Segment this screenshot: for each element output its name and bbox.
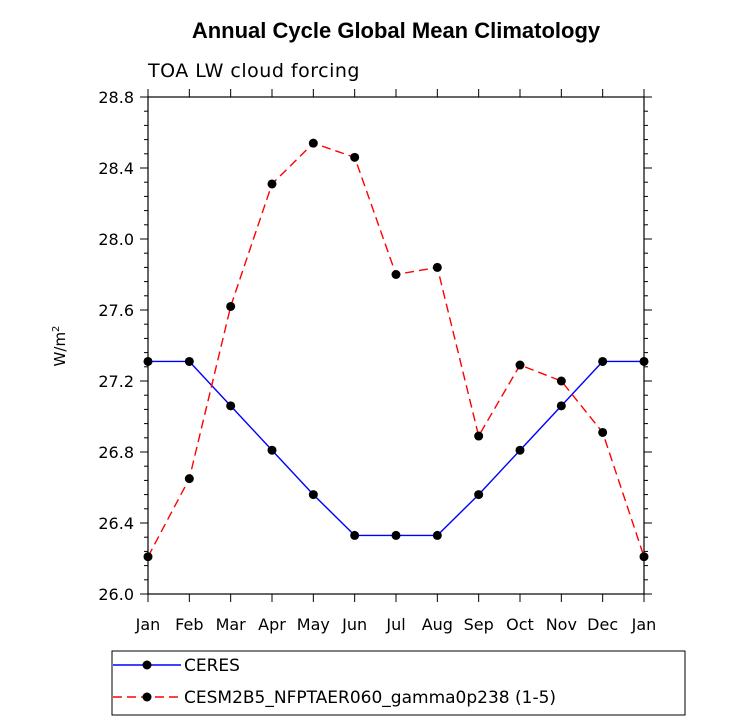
data-point — [639, 552, 649, 562]
legend-label: CESM2B5_NFPTAER060_gamma0p238 (1-5) — [184, 688, 556, 708]
data-point — [598, 356, 608, 366]
data-point — [267, 445, 277, 455]
y-tick-label: 26.0 — [98, 585, 134, 604]
data-point — [308, 490, 318, 500]
data-point — [226, 401, 236, 411]
x-tick-label: Jan — [631, 615, 657, 634]
data-point — [432, 530, 442, 540]
data-point — [184, 474, 194, 484]
legend: CERES CESM2B5_NFPTAER060_gamma0p238 (1-5) — [113, 656, 556, 708]
data-point — [639, 356, 649, 366]
data-point — [143, 356, 153, 366]
series-2 — [143, 138, 649, 562]
y-tick-label: 27.6 — [98, 301, 134, 320]
x-tick-label: Dec — [587, 615, 618, 634]
legend-marker — [142, 660, 152, 670]
data-point — [267, 179, 277, 189]
x-tick-label: Jul — [385, 615, 405, 634]
data-point — [226, 301, 236, 311]
data-point — [350, 152, 360, 162]
data-point — [350, 530, 360, 540]
y-axis-label-text: W/m — [51, 332, 69, 367]
data-point — [515, 445, 525, 455]
y-axis-label-superscript: 2 — [51, 326, 62, 332]
x-tick-label: Aug — [422, 615, 453, 634]
x-tick-label: Mar — [216, 615, 247, 634]
data-point — [515, 360, 525, 370]
x-tick-label: Jun — [341, 615, 367, 634]
series-layer — [143, 138, 649, 562]
y-tick-label: 28.0 — [98, 230, 134, 249]
x-tick-label: Apr — [258, 615, 286, 634]
legend-box — [111, 650, 686, 716]
x-tick-label: May — [297, 615, 330, 634]
data-point — [391, 530, 401, 540]
series-line — [148, 360, 644, 537]
legend-marker — [142, 692, 152, 702]
x-tick-label: Oct — [506, 615, 534, 634]
y-tick-label: 28.4 — [98, 159, 134, 178]
data-point — [391, 270, 401, 279]
data-point — [143, 552, 153, 562]
y-tick-label: 26.8 — [98, 443, 134, 462]
data-point — [556, 401, 566, 411]
x-axis: Jan Feb Mar Apr May Jun Jul Aug Sep Oct Nov Dec Jan — [135, 89, 657, 634]
x-tick-label: Jan — [135, 615, 161, 634]
data-point — [474, 490, 484, 500]
y-tick-label: 28.8 — [98, 88, 134, 107]
y-axis-label: W/m2 — [51, 326, 69, 367]
x-tick-label: Feb — [175, 615, 203, 634]
y-tick-label: 27.2 — [98, 372, 134, 391]
x-tick-label: Sep — [464, 615, 494, 634]
data-point — [184, 356, 194, 366]
series-line — [147, 142, 645, 558]
data-point — [556, 376, 566, 386]
y-axis: 26.0 26.4 26.8 27.2 27.6 28.0 28.4 28.8 — [98, 88, 652, 604]
data-point — [474, 431, 484, 441]
y-tick-label: 26.4 — [98, 514, 134, 533]
chart-title: Annual Cycle Global Mean Climatology — [192, 18, 601, 43]
x-tick-label: Nov — [546, 615, 577, 634]
data-point — [432, 262, 442, 272]
data-point — [598, 427, 608, 437]
plot-frame — [147, 96, 645, 595]
series-1 — [143, 356, 649, 540]
legend-label: CERES — [184, 656, 240, 676]
chart-subtitle: TOA LW cloud forcing — [147, 60, 360, 82]
data-point — [308, 138, 318, 148]
